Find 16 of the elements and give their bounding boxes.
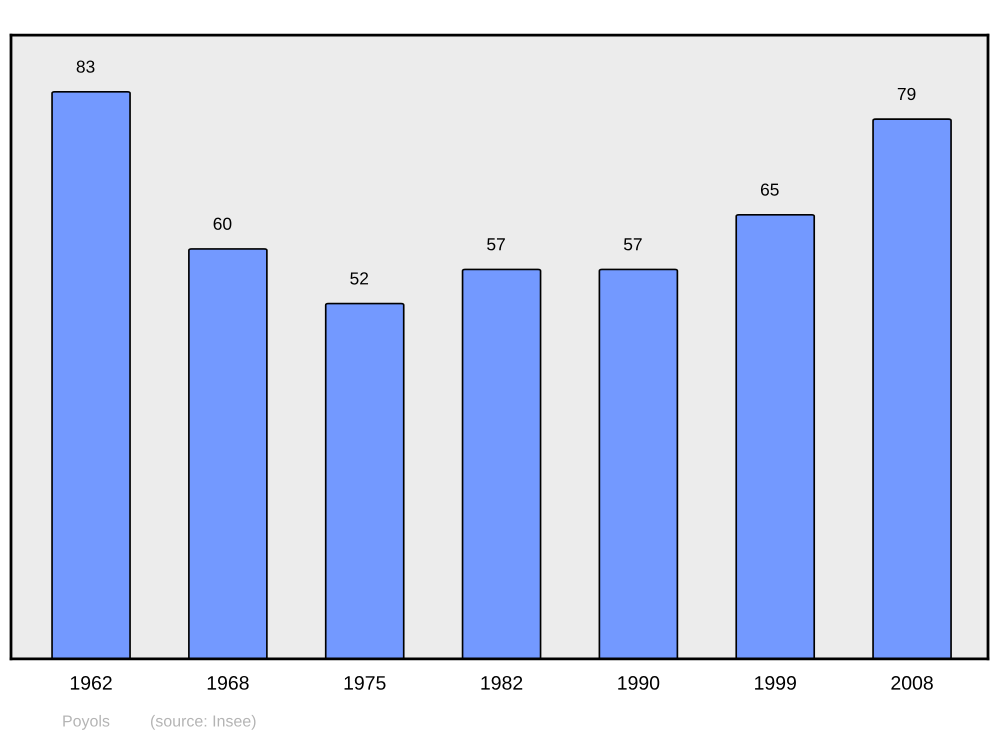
text: Poyols bbox=[63, 714, 110, 730]
data-label: 83 bbox=[76, 60, 94, 73]
data-label: 57 bbox=[624, 238, 642, 250]
x-tick-label: 1990 bbox=[618, 676, 660, 690]
data-label: 57 bbox=[487, 238, 505, 250]
text: (source: Insee) bbox=[150, 714, 256, 730]
x-tick-label: 1968 bbox=[208, 676, 249, 690]
data-label: 79 bbox=[898, 88, 916, 100]
data-label: 65 bbox=[760, 183, 779, 196]
x-tick-label: 2008 bbox=[891, 676, 933, 690]
x-tick-label: 1999 bbox=[755, 676, 796, 690]
data-label: 52 bbox=[350, 272, 368, 285]
data-label: 60 bbox=[214, 218, 232, 230]
x-tick-label: 1982 bbox=[481, 676, 522, 690]
x-tick-label: 1975 bbox=[344, 676, 386, 690]
x-tick-label: 1962 bbox=[70, 676, 112, 690]
